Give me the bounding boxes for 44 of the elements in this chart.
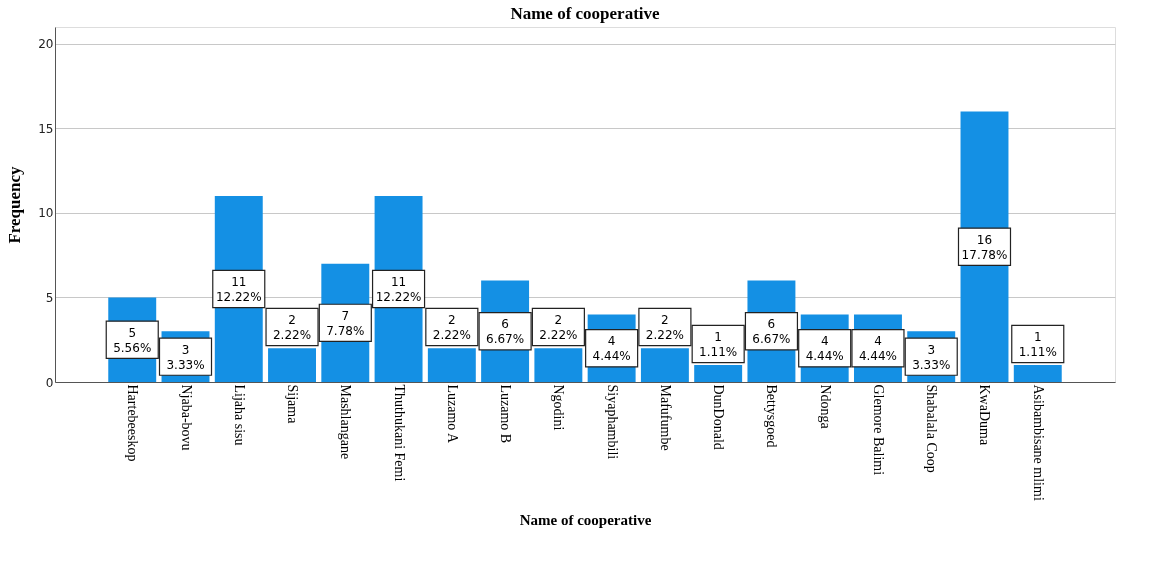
- chart-title: Name of cooperative: [510, 4, 661, 23]
- x-tick-label: Luzamo B: [498, 384, 514, 444]
- data-label: 7 7.78%: [326, 308, 365, 338]
- data-label: 16 17.78%: [961, 232, 1008, 262]
- x-axis-title: Name of cooperative: [519, 511, 652, 528]
- x-tick-label: Asibambisane mlimi: [1030, 384, 1046, 501]
- y-axis-title: Frequency: [5, 165, 25, 244]
- x-tick-label: Glemore Balimi: [870, 384, 886, 476]
- x-tick-label: Sijama: [285, 384, 301, 425]
- x-tick-label: Mafufumbe: [657, 384, 673, 451]
- y-tick-label: 5: [45, 290, 54, 305]
- data-label: 3 3.33%: [166, 342, 205, 372]
- data-label: 2 2.22%: [432, 313, 471, 343]
- y-tick-label: 0: [45, 375, 54, 390]
- data-label: 4 4.44%: [858, 334, 898, 364]
- data-label: 4 4.44%: [805, 334, 844, 364]
- y-tick-label: 20: [38, 37, 54, 52]
- data-label: 5 5.56%: [113, 325, 152, 355]
- y-tick-label: 15: [38, 121, 54, 136]
- data-label: 6 6.67%: [486, 317, 525, 347]
- data-label: 2 2.22%: [645, 313, 684, 343]
- x-tick-label: Bettysgoed: [764, 384, 780, 448]
- data-label: 2 2.22%: [272, 313, 312, 343]
- data-label: 1 1.11%: [1018, 329, 1057, 359]
- x-tick-label: Lijaha sisu: [231, 384, 247, 446]
- x-tick-label: Luzamo A: [444, 384, 460, 445]
- data-label: 1 1.11%: [699, 329, 738, 359]
- x-tick-label: Thuthukani Femi: [391, 384, 407, 482]
- x-tick-label: KwaDuma: [977, 384, 993, 446]
- x-tick-label: Njaba-bovu: [178, 384, 194, 451]
- x-tick-label: Ngodini: [551, 384, 567, 431]
- data-label: 2 2.22%: [539, 313, 578, 343]
- data-label: 11 12.22%: [375, 275, 422, 305]
- x-tick-label: Siyaphambili: [604, 384, 620, 460]
- data-label: 6 6.67%: [752, 317, 791, 347]
- y-tick-label: 10: [38, 206, 54, 221]
- data-label: 11 12.22%: [215, 275, 262, 305]
- x-tick-label: Ndonga: [817, 384, 833, 430]
- x-tick-label: Mashlangane: [338, 384, 354, 460]
- data-label: 4 4.44%: [592, 334, 631, 364]
- data-label: 3 3.33%: [912, 342, 951, 372]
- x-tick-label: Hartebeeskop: [125, 384, 141, 462]
- x-tick-label: DunDonald: [711, 384, 727, 450]
- x-tick-label: Shabalala Coop: [924, 384, 940, 473]
